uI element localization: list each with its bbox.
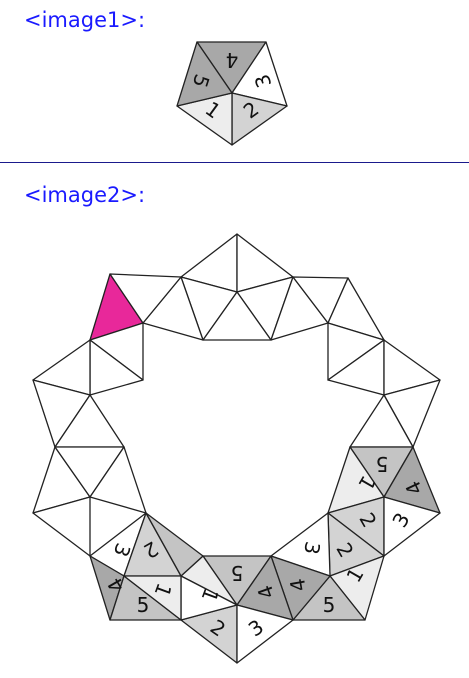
ring-label: 4 [285, 577, 311, 594]
ring-face-3 [383, 496, 441, 557]
ring-face [202, 291, 272, 341]
ring-label: 5 [376, 452, 389, 476]
pentagon-ring-figure: 5 4 1 2 3 1 2 3 4 5 5 4 1 2 3 3 2 1 4 5 [32, 233, 441, 664]
ring-face-3 [236, 604, 294, 664]
ring-label: 5 [323, 593, 336, 617]
ring-label: 5 [137, 593, 150, 617]
ring-face-1 [123, 575, 182, 621]
ring-label: 5 [231, 561, 244, 585]
image2-caption: <image2>: [24, 183, 146, 207]
ring-face [89, 446, 147, 514]
ring-face [32, 496, 91, 557]
ring-label: 3 [299, 540, 325, 557]
pentagon-label-4: 4 [226, 48, 239, 72]
pentagon-face-5 [176, 41, 233, 107]
image1-caption: <image1>: [24, 8, 146, 32]
ring-face [145, 512, 204, 577]
divider-line [0, 162, 469, 163]
pentagon-figure: 4 3 2 1 5 [176, 41, 288, 146]
ring-face [109, 273, 182, 324]
